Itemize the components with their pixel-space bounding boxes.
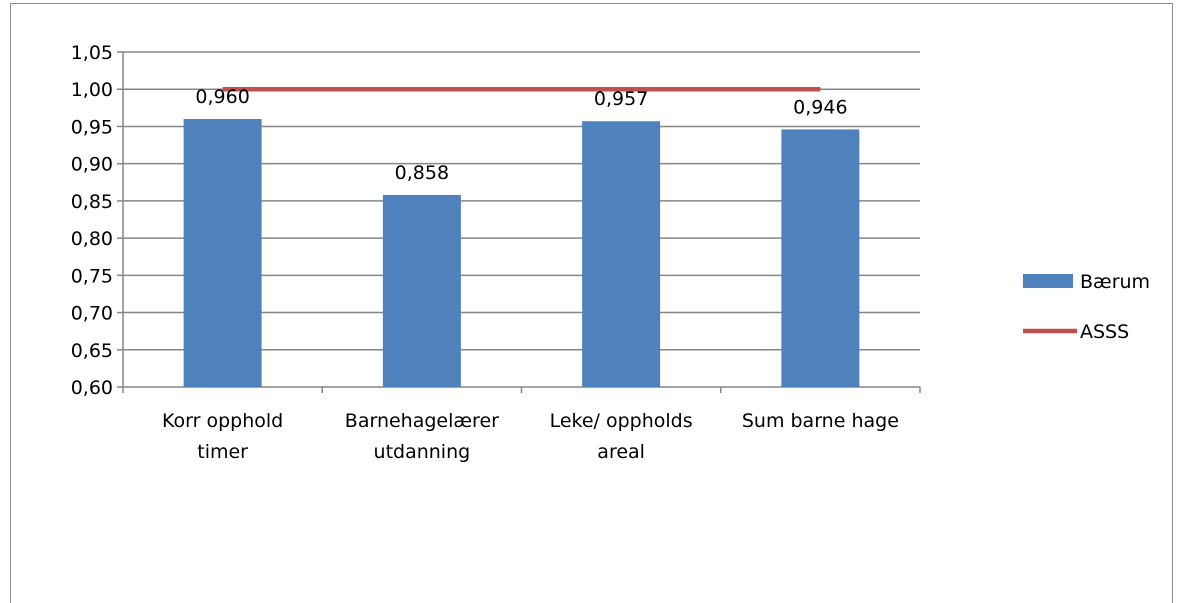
y-tick-label: 0,60	[71, 377, 113, 399]
y-tick-label: 1,05	[71, 42, 113, 64]
y-tick-label: 1,00	[71, 79, 113, 101]
data-label: 0,946	[793, 96, 847, 118]
legend-label: ASSS	[1080, 321, 1129, 343]
bar	[382, 194, 461, 387]
y-tick-label: 0,85	[71, 191, 113, 213]
data-label: 0,957	[594, 88, 648, 110]
data-label: 0,858	[395, 162, 449, 184]
y-tick-label: 0,95	[71, 116, 113, 138]
y-tick-label: 0,75	[71, 265, 113, 287]
x-tick-label: Leke/ oppholds areal	[550, 410, 693, 463]
data-label: 0,960	[195, 86, 249, 108]
y-tick-label: 0,90	[71, 154, 113, 176]
legend-label: Bærum	[1080, 271, 1150, 293]
x-tick-label: Korr opphold timer	[162, 410, 283, 463]
bar	[582, 121, 661, 387]
x-tick-label: Barnehagelærer utdanning	[345, 410, 499, 463]
y-tick-label: 0,70	[71, 303, 113, 325]
legend-swatch-baerum	[1023, 274, 1073, 288]
bar	[781, 129, 860, 387]
bar	[183, 119, 262, 387]
y-tick-label: 0,80	[71, 228, 113, 250]
x-tick-label: Sum barne hage	[742, 410, 899, 432]
y-tick-label: 0,65	[71, 340, 113, 362]
